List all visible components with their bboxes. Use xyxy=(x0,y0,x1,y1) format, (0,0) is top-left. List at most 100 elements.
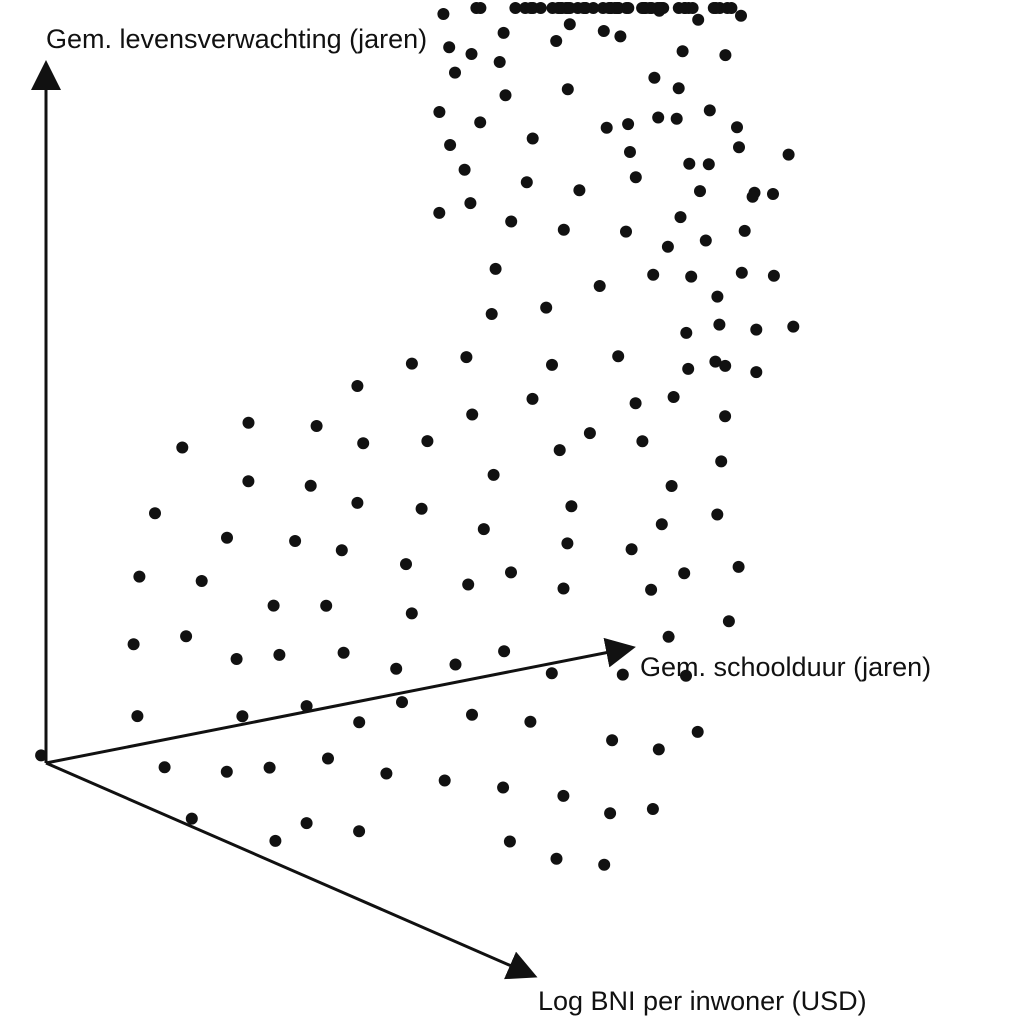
data-point xyxy=(320,599,333,612)
data-point xyxy=(300,700,313,713)
data-point xyxy=(564,2,576,14)
data-point xyxy=(35,749,48,762)
data-point xyxy=(557,223,570,236)
data-point xyxy=(415,502,428,515)
data-point xyxy=(672,82,685,95)
data-point xyxy=(652,111,665,124)
data-point xyxy=(713,318,726,331)
data-point xyxy=(242,475,255,488)
data-point xyxy=(600,121,613,134)
data-point xyxy=(646,803,659,815)
data-point xyxy=(719,49,732,62)
data-point xyxy=(180,630,193,643)
data-point xyxy=(540,301,553,314)
data-point xyxy=(561,83,574,96)
data-point xyxy=(337,646,350,659)
data-point xyxy=(546,2,559,14)
data-point xyxy=(767,269,780,282)
data-points-group xyxy=(35,2,800,871)
data-point xyxy=(636,2,649,14)
data-point xyxy=(433,106,446,118)
data-point xyxy=(499,89,512,102)
data-point xyxy=(606,734,619,747)
data-point xyxy=(652,743,665,756)
data-point xyxy=(149,507,161,520)
data-point xyxy=(524,715,537,728)
data-point xyxy=(680,669,692,682)
data-point xyxy=(550,852,563,865)
data-point xyxy=(503,835,516,848)
data-point xyxy=(449,66,461,79)
data-point xyxy=(304,479,317,492)
data-point xyxy=(597,25,610,37)
data-point xyxy=(682,362,695,375)
data-point xyxy=(702,158,715,171)
data-point xyxy=(561,537,574,550)
data-point xyxy=(612,350,625,363)
data-point xyxy=(629,397,642,410)
data-point xyxy=(127,638,140,651)
data-point xyxy=(722,615,735,628)
data-point xyxy=(603,2,615,14)
data-point xyxy=(335,544,348,557)
data-point xyxy=(497,26,510,39)
data-point xyxy=(405,357,418,370)
data-point xyxy=(661,240,674,253)
data-point xyxy=(520,176,533,189)
data-point xyxy=(731,121,743,134)
data-point xyxy=(694,185,706,198)
data-point xyxy=(474,116,487,129)
data-point xyxy=(583,427,596,440)
data-point xyxy=(221,531,233,544)
data-point xyxy=(242,416,255,429)
data-point xyxy=(787,320,800,333)
data-point xyxy=(670,112,683,125)
data-point xyxy=(353,716,366,729)
data-point xyxy=(458,163,471,176)
data-point xyxy=(692,13,705,26)
data-point xyxy=(645,583,658,596)
data-point xyxy=(526,392,539,405)
data-point xyxy=(185,812,198,825)
data-point xyxy=(460,351,473,364)
data-point xyxy=(735,9,747,22)
data-point xyxy=(782,148,795,161)
data-point xyxy=(300,817,313,830)
data-point xyxy=(353,825,366,838)
data-point xyxy=(236,710,249,723)
data-point xyxy=(629,171,642,184)
data-point xyxy=(598,858,611,871)
data-point xyxy=(622,118,635,131)
data-point xyxy=(524,2,537,14)
data-point xyxy=(648,71,661,84)
data-point xyxy=(719,410,732,423)
data-point xyxy=(750,366,763,379)
data-point xyxy=(351,380,364,392)
data-point xyxy=(703,104,716,117)
data-point xyxy=(437,8,450,20)
data-point xyxy=(273,648,286,661)
data-point xyxy=(678,2,691,14)
data-point xyxy=(573,184,586,197)
data-point xyxy=(678,567,691,580)
data-point xyxy=(616,668,629,681)
data-point xyxy=(396,696,408,709)
data-point xyxy=(421,435,434,448)
data-point xyxy=(553,444,566,457)
data-point xyxy=(493,56,506,68)
front-axis-line xyxy=(45,761,538,980)
data-point xyxy=(767,188,779,200)
data-point xyxy=(545,667,558,680)
data-point xyxy=(269,834,282,847)
data-point xyxy=(662,630,675,643)
data-point xyxy=(433,206,446,219)
data-point xyxy=(487,468,500,481)
data-point xyxy=(550,35,563,47)
data-point xyxy=(691,725,704,738)
data-point xyxy=(176,441,189,454)
data-point xyxy=(498,645,511,658)
data-point xyxy=(133,570,146,583)
depth-axis-line xyxy=(45,637,636,765)
data-point xyxy=(390,662,403,675)
data-point xyxy=(230,653,243,665)
